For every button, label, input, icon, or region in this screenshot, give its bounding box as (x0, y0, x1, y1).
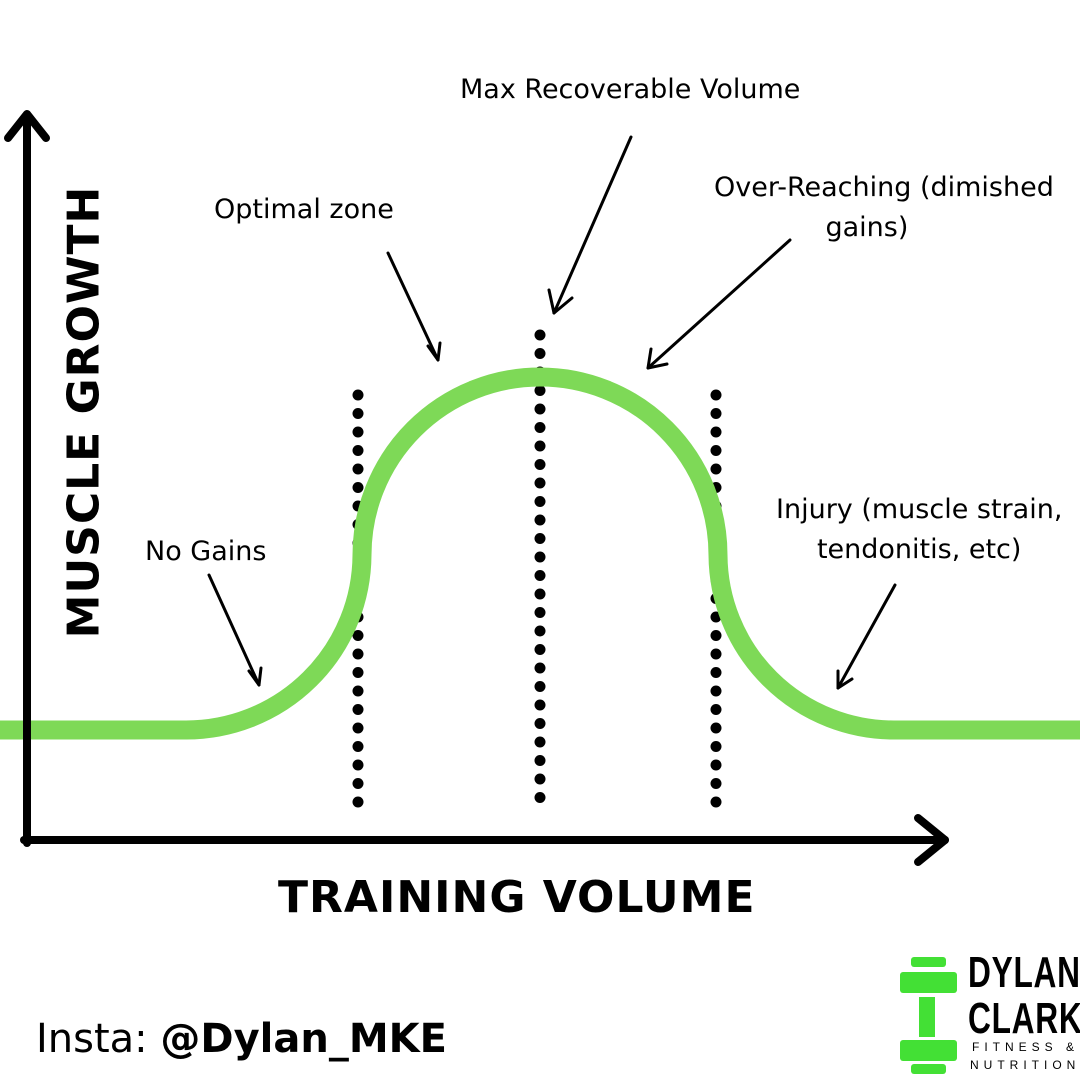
arrows (207, 135, 897, 690)
instagram-handle: Insta: @Dylan_MKE (36, 1016, 447, 1062)
dot (534, 681, 546, 692)
dot (710, 667, 722, 678)
label-line: gains) (825, 212, 909, 243)
y-axis-label: MUSCLE GROWTH (58, 185, 110, 639)
insta-prefix: Insta: (36, 1016, 161, 1062)
dot (352, 741, 364, 752)
dot (352, 759, 364, 771)
logo-dylan: DYLAN (968, 948, 1080, 997)
dot (534, 385, 546, 396)
arrow-no-gains (207, 573, 263, 687)
growth-curve (0, 367, 1080, 740)
dot (710, 445, 722, 456)
dot (710, 796, 722, 808)
arrow-max-recoverable (547, 135, 633, 315)
logo-clark: CLARK (968, 994, 1080, 1043)
dot (534, 792, 546, 803)
dot (534, 699, 546, 711)
dot (352, 704, 364, 715)
dot (352, 778, 364, 789)
insta-handle: @Dylan_MKE (160, 1016, 447, 1062)
arrow-injury (836, 583, 897, 690)
dot (534, 459, 546, 470)
dot (534, 440, 546, 452)
label-line: Over-Reaching (dimished (714, 172, 1054, 203)
dot (534, 329, 546, 341)
x-axis-label: TRAINING VOLUME (278, 872, 756, 923)
dot (710, 389, 722, 401)
dot (534, 533, 546, 544)
dot (710, 630, 722, 641)
dot (534, 773, 546, 785)
label-line: tendonitis, etc) (816, 534, 1022, 565)
dot (534, 644, 546, 655)
dot (534, 496, 546, 507)
dot (352, 463, 364, 475)
dot (534, 477, 546, 489)
dot (352, 389, 364, 401)
dot (352, 722, 364, 734)
dot (352, 482, 364, 493)
dot (352, 667, 364, 678)
label-line: Injury (muscle strain, (776, 494, 1063, 525)
dot (710, 704, 722, 715)
dot (534, 403, 546, 415)
label-optimal-zone: Optimal zone (214, 194, 394, 225)
arrow-over-reaching (646, 238, 792, 370)
dot (534, 662, 546, 674)
dot (710, 408, 722, 419)
dot (534, 607, 546, 618)
dot (534, 625, 546, 637)
dot (352, 685, 364, 697)
label-injury: Injury (muscle strain, tendonitis, etc) (776, 490, 1062, 570)
dot (534, 588, 546, 600)
dot (534, 348, 546, 359)
dot (352, 426, 364, 438)
dot (352, 630, 364, 641)
dot (710, 648, 722, 660)
dotted-line-center (534, 329, 546, 803)
dot (710, 722, 722, 734)
arrow-optimal (386, 251, 442, 362)
x-axis (20, 814, 949, 866)
dot (352, 408, 364, 419)
dot (710, 741, 722, 752)
dot (534, 570, 546, 581)
label-over-reaching: Over-Reaching (dimished gains) (714, 168, 1054, 248)
dot (352, 796, 364, 808)
dot (534, 755, 546, 766)
dot (352, 648, 364, 660)
dot (710, 778, 722, 789)
logo-fitness: FITNESS & (972, 1040, 1080, 1054)
dot (534, 736, 546, 748)
dot (710, 685, 722, 697)
dot (710, 759, 722, 771)
dot (710, 463, 722, 475)
dot (710, 426, 722, 438)
label-no-gains: No Gains (145, 536, 267, 567)
label-max-recoverable-volume: Max Recoverable Volume (460, 74, 801, 105)
dot (534, 514, 546, 526)
y-axis (4, 110, 50, 847)
dot (534, 422, 546, 433)
logo-nutrition: NUTRITION (970, 1058, 1080, 1072)
dot (352, 445, 364, 456)
dot (534, 551, 546, 563)
dot (534, 718, 546, 729)
